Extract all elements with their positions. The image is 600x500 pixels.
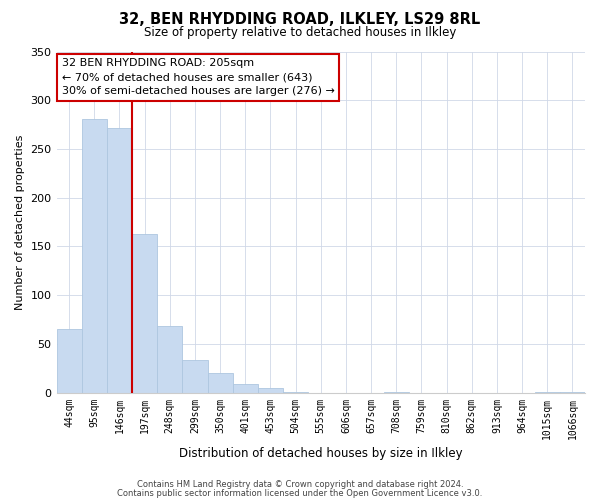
Bar (107, 128, 132, 392)
Bar (258, 388, 283, 392)
Text: Contains HM Land Registry data © Crown copyright and database right 2024.: Contains HM Land Registry data © Crown c… (137, 480, 463, 489)
Bar (208, 373, 233, 392)
Bar (157, 326, 182, 392)
Bar (132, 234, 157, 392)
Text: Contains public sector information licensed under the Open Government Licence v3: Contains public sector information licen… (118, 490, 482, 498)
Y-axis label: Number of detached properties: Number of detached properties (15, 134, 25, 310)
Text: 32 BEN RHYDDING ROAD: 205sqm
← 70% of detached houses are smaller (643)
30% of s: 32 BEN RHYDDING ROAD: 205sqm ← 70% of de… (62, 58, 335, 96)
Text: Size of property relative to detached houses in Ilkley: Size of property relative to detached ho… (144, 26, 456, 39)
Bar (233, 384, 258, 392)
X-axis label: Distribution of detached houses by size in Ilkley: Distribution of detached houses by size … (179, 447, 463, 460)
Bar (56, 330, 82, 392)
Text: 32, BEN RHYDDING ROAD, ILKLEY, LS29 8RL: 32, BEN RHYDDING ROAD, ILKLEY, LS29 8RL (119, 12, 481, 28)
Bar (82, 119, 107, 392)
Bar (182, 360, 208, 392)
